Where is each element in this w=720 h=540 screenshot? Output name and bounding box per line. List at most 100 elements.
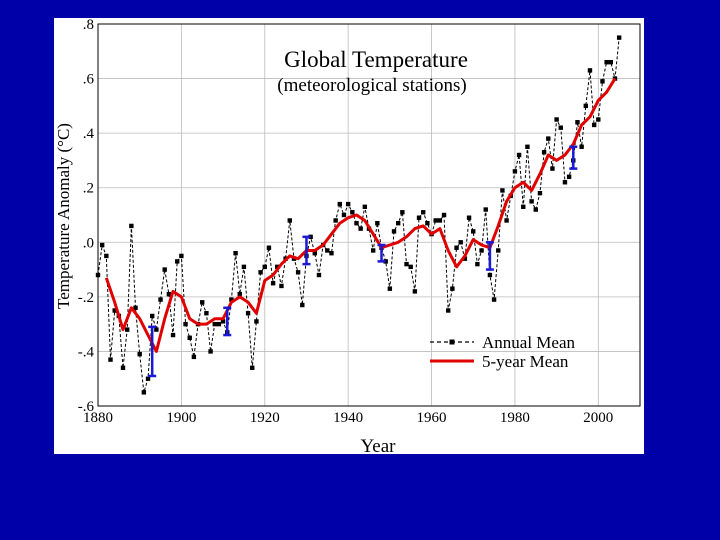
legend-annual-label: Annual Mean: [482, 333, 576, 352]
annual-mean-point: [345, 201, 351, 207]
annual-mean-point: [604, 60, 609, 65]
annual-mean-point: [145, 376, 151, 381]
annual-mean-point: [370, 248, 376, 253]
annual-mean-point: [266, 245, 272, 250]
annual-mean-point: [237, 291, 242, 297]
annual-mean-point: [391, 229, 397, 234]
annual-mean-point: [500, 188, 505, 193]
y-tick-label: .2: [83, 181, 94, 197]
annual-mean-point: [612, 76, 618, 81]
y-axis-label: Temperature Anomaly (°C): [54, 123, 73, 309]
annual-mean-point: [104, 253, 109, 259]
annual-mean-point: [471, 229, 476, 234]
annual-mean-point: [537, 190, 543, 196]
annual-mean-point: [462, 256, 468, 261]
annual-mean-point: [183, 321, 188, 327]
annual-mean-point: [129, 223, 134, 229]
x-tick-label: 1940: [333, 410, 363, 426]
legend: Annual Mean 5-year Mean: [430, 333, 576, 371]
annual-mean-point: [416, 215, 422, 220]
annual-mean-point: [166, 291, 172, 297]
annual-mean-point: [458, 240, 463, 245]
annual-mean-point: [412, 289, 418, 294]
x-ticks: 1880 1900 1920 1940 1960 1980 2000: [83, 410, 613, 426]
annual-mean-point: [275, 264, 280, 270]
annual-mean-point: [233, 251, 238, 256]
error-bar: [148, 325, 157, 378]
annual-mean-point: [487, 272, 493, 278]
annual-mean-point: [437, 218, 443, 223]
annual-mean-point: [441, 212, 447, 218]
legend-five-label: 5-year Mean: [482, 352, 569, 371]
error-bar: [377, 243, 386, 263]
chart-subtitle: (meteorological stations): [277, 75, 466, 96]
x-axis-label: Year: [360, 436, 396, 454]
annual-mean-series: [95, 35, 622, 395]
annual-mean-point: [175, 259, 180, 264]
annual-mean-point: [579, 144, 584, 149]
annual-mean-point: [137, 351, 142, 357]
annual-mean-point: [450, 286, 455, 291]
annual-mean-point: [154, 327, 159, 332]
x-tick-label: 1980: [500, 410, 530, 426]
annual-mean-point: [362, 204, 368, 210]
y-tick-label: .8: [83, 18, 94, 33]
annual-mean-point: [591, 122, 597, 128]
error-bar: [569, 145, 578, 170]
annual-mean-point: [400, 210, 405, 215]
x-tick-label: 1960: [417, 410, 447, 426]
annual-mean-point: [491, 297, 497, 302]
annual-mean-point: [421, 210, 426, 215]
annual-mean-point: [295, 270, 301, 275]
y-tick-label: -.2: [78, 290, 94, 306]
annual-mean-point: [200, 300, 205, 305]
annual-mean-point: [587, 68, 593, 73]
y-tick-label: .0: [83, 235, 94, 251]
annual-mean-point: [512, 169, 518, 174]
annual-mean-point: [454, 245, 459, 250]
annual-mean-point: [525, 144, 530, 149]
annual-mean-point: [191, 354, 197, 360]
annual-mean-point: [466, 215, 472, 220]
annual-mean-point: [425, 220, 430, 226]
annual-mean-point: [350, 210, 355, 215]
five-year-mean-line: [104, 77, 617, 353]
annual-mean-point: [504, 218, 509, 223]
annual-mean-point: [229, 297, 234, 302]
annual-mean-point: [270, 281, 276, 286]
annual-mean-point: [583, 103, 588, 109]
error-bar: [302, 235, 311, 266]
annual-mean-point: [204, 311, 209, 316]
annual-mean-point: [529, 199, 534, 204]
annual-mean-point: [404, 261, 409, 267]
annual-mean-point: [395, 220, 401, 226]
y-ticks: -.6 -.4 -.2 .0 .2 .4 .6 .8: [78, 18, 95, 415]
error-bar: [485, 241, 494, 271]
annual-mean-point: [262, 264, 267, 270]
x-tick-label: 1920: [250, 410, 280, 426]
y-tick-label: .6: [83, 72, 95, 88]
annual-mean-point: [558, 125, 563, 130]
five-year-mean-series: [104, 77, 617, 353]
annual-mean-point: [120, 365, 126, 370]
annual-mean-point: [358, 226, 363, 231]
annual-mean-point: [216, 321, 222, 327]
error-bars: [148, 145, 578, 378]
annual-mean-point: [329, 251, 334, 256]
annual-mean-point: [158, 297, 163, 302]
annual-mean-point: [112, 308, 117, 313]
annual-mean-point: [566, 174, 572, 179]
x-tick-label: 1900: [166, 410, 196, 426]
annual-mean-point: [162, 267, 167, 272]
annual-mean-point: [179, 253, 184, 259]
annual-mean-point: [170, 332, 176, 338]
annual-mean-point: [600, 79, 605, 84]
y-tick-label: -.6: [78, 399, 95, 415]
annual-mean-point: [300, 302, 305, 308]
annual-mean-point: [433, 218, 438, 223]
chart-title: Global Temperature: [284, 47, 468, 72]
annual-mean-point: [596, 117, 601, 122]
annual-mean-point: [241, 264, 247, 270]
annual-mean-point: [496, 248, 501, 253]
annual-mean-point: [608, 60, 614, 65]
